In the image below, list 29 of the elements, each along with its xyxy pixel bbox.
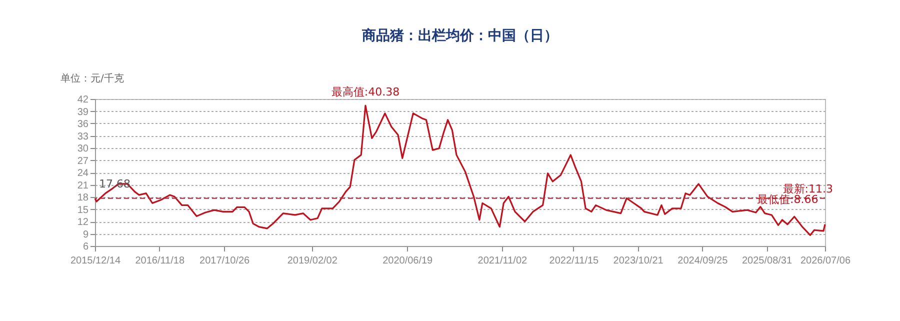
chart-title: 商品猪：出栏均价：中国（日） bbox=[361, 27, 558, 44]
annotation: 最新:11.3 bbox=[782, 182, 833, 196]
y-tick-label: 18 bbox=[77, 192, 89, 204]
y-tick-label: 36 bbox=[77, 119, 89, 130]
x-tick-label: 2017/10/26 bbox=[200, 256, 250, 266]
y-tick-label: 42 bbox=[77, 94, 89, 106]
x-tick-label: 2022/11/15 bbox=[549, 256, 600, 266]
y-tick-label: 9 bbox=[82, 229, 89, 240]
x-tick-label: 2020/06/19 bbox=[382, 256, 434, 266]
y-tick-label: 12 bbox=[77, 217, 89, 228]
y-tick-label: 27 bbox=[77, 156, 89, 167]
x-tick-label: 2016/11/18 bbox=[135, 256, 185, 266]
x-tick-label: 2024/09/25 bbox=[678, 256, 728, 266]
y-tick-label: 30 bbox=[77, 144, 89, 154]
x-tick-label: 2023/10/21 bbox=[613, 256, 664, 266]
x-tick-label: 2026/07/06 bbox=[800, 256, 851, 266]
x-tick-label: 2019/02/02 bbox=[287, 256, 338, 266]
y-tick-label: 33 bbox=[77, 131, 89, 142]
y-axis-title: 单位：元/千克 bbox=[60, 72, 124, 84]
annotation: 最高值:40.38 bbox=[331, 86, 400, 99]
x-tick-label: 2025/08/31 bbox=[742, 256, 792, 266]
x-tick-label: 2015/12/14 bbox=[70, 256, 121, 266]
y-tick-label: 6 bbox=[82, 242, 89, 252]
x-tick-label: 2021/11/02 bbox=[478, 256, 528, 266]
y-tick-label: 15 bbox=[77, 204, 89, 216]
y-tick-label: 39 bbox=[77, 106, 89, 118]
y-tick-label: 21 bbox=[77, 180, 89, 192]
y-tick-label: 24 bbox=[77, 168, 89, 179]
annotation: 17.68 bbox=[99, 177, 130, 190]
